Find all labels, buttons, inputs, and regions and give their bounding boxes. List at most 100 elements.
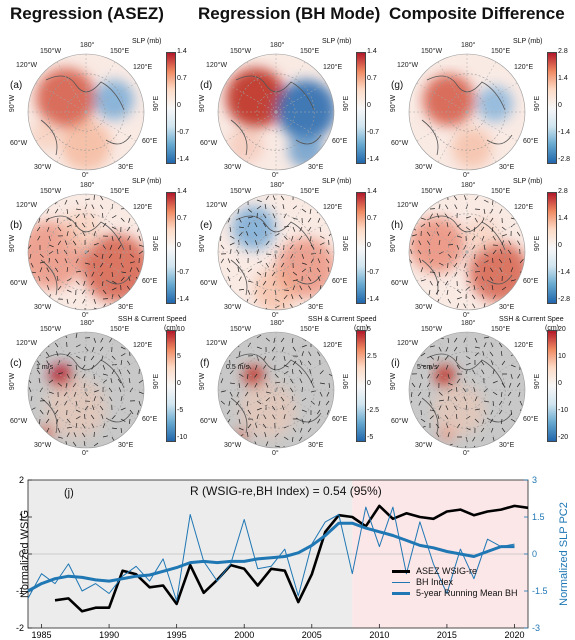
lon-label-150w: 150°W bbox=[230, 48, 252, 55]
lon-label-30w: 30°W bbox=[224, 164, 242, 171]
lon-label-60w: 60°W bbox=[10, 418, 28, 425]
lon-label-60e: 60°E bbox=[332, 138, 348, 145]
lon-label-60e: 60°E bbox=[332, 278, 348, 285]
lon-label-180: 180° bbox=[270, 42, 285, 49]
lon-label-120e: 120°E bbox=[514, 342, 534, 349]
colorbar-tick: -0.7 bbox=[177, 269, 190, 276]
colorbar-tick: 0 bbox=[367, 102, 371, 109]
lon-label-180: 180° bbox=[461, 182, 476, 189]
colorbar-tick: -5 bbox=[177, 407, 184, 414]
lon-label-120w: 120°W bbox=[16, 62, 38, 69]
lon-label-30w: 30°W bbox=[415, 164, 433, 171]
y-tick-label-right: 0 bbox=[532, 549, 537, 559]
colorbar-i bbox=[547, 330, 557, 442]
lon-label-90e: 90°E bbox=[534, 235, 542, 252]
reference-vector-label-f: 0.5 m/s bbox=[226, 364, 249, 371]
colorbar-tick: 0 bbox=[177, 242, 181, 249]
panel-label-g: (g) bbox=[391, 80, 404, 91]
colorbar-d bbox=[356, 52, 366, 164]
colorbar-tick: 1.4 bbox=[177, 48, 187, 55]
colorbar-tick: -1.4 bbox=[558, 269, 571, 276]
lon-label-150e: 150°E bbox=[110, 188, 130, 195]
lon-label-0: 0° bbox=[272, 312, 279, 319]
lon-label-120e: 120°E bbox=[323, 204, 343, 211]
polar-map-e bbox=[217, 193, 335, 311]
lon-label-0: 0° bbox=[463, 172, 470, 179]
lon-label-60e: 60°E bbox=[332, 416, 348, 423]
panel-label-b: (b) bbox=[10, 220, 23, 231]
legend-label-wsig: ASEZ WSIG-re bbox=[416, 566, 478, 576]
lon-label-150w: 150°W bbox=[230, 188, 252, 195]
lon-label-30w: 30°W bbox=[34, 304, 52, 311]
lon-label-90w: 90°W bbox=[9, 94, 17, 113]
map-panel-i: (i) 180° 150°W 150°E 120°W 120°E 90°W 90°E 60°W 6… bbox=[387, 316, 568, 458]
panel-label-a: (a) bbox=[10, 80, 23, 91]
lon-label-90e: 90°E bbox=[343, 373, 351, 390]
reference-vector-label-c: 1 m/s bbox=[36, 364, 54, 371]
lon-label-180: 180° bbox=[80, 182, 95, 189]
colorbar-tick: -10 bbox=[177, 434, 188, 441]
lon-label-150w: 150°W bbox=[421, 188, 443, 195]
lon-label-150w: 150°W bbox=[40, 326, 62, 333]
map-panel-c: (c) 180° 150°W 150°E 120°W 120°E 90°W 90°E 60°W 6… bbox=[6, 316, 188, 458]
lon-label-60e: 60°E bbox=[523, 416, 539, 423]
panel-label-e: (e) bbox=[200, 220, 213, 231]
colorbar-tick: -0.7 bbox=[367, 269, 380, 276]
legend-label-running: 5-year Running Mean BH bbox=[416, 588, 518, 598]
lon-label-120e: 120°E bbox=[133, 64, 153, 71]
lon-label-180: 180° bbox=[270, 320, 285, 327]
lon-label-60e: 60°E bbox=[142, 138, 158, 145]
panel-label-f: (f) bbox=[200, 358, 210, 369]
map-panel-h: (h) 180° 150°W 150°E 120°W 120°E 90°W 90°E 60°W 6… bbox=[387, 178, 571, 320]
colorbar-tick: 0.7 bbox=[177, 215, 187, 222]
lon-label-30e: 30°E bbox=[499, 442, 515, 449]
colorbar-c bbox=[166, 330, 176, 442]
series-line-bh-index bbox=[27, 506, 515, 602]
map-panel-b: (b) 180° 150°W 150°E 120°W 120°E 90°W 90°E 60°W 6… bbox=[6, 178, 190, 320]
colorbar-title-d: SLP (mb) bbox=[322, 38, 352, 45]
lon-label-150e: 150°E bbox=[110, 48, 130, 55]
colorbar-b bbox=[166, 192, 176, 304]
colorbar-tick: 0.7 bbox=[177, 75, 187, 82]
lon-label-90e: 90°E bbox=[343, 235, 351, 252]
lon-label-180: 180° bbox=[461, 42, 476, 49]
lon-label-150w: 150°W bbox=[421, 326, 443, 333]
colorbar-f bbox=[356, 330, 366, 442]
legend-item-wsig: ASEZ WSIG-re bbox=[392, 566, 518, 577]
colorbar-tick: 1.4 bbox=[367, 48, 377, 55]
lon-label-30w: 30°W bbox=[224, 304, 242, 311]
colorbar-tick: 0 bbox=[558, 102, 562, 109]
lon-label-120w: 120°W bbox=[397, 340, 419, 347]
lon-label-90w: 90°W bbox=[9, 234, 17, 253]
polar-map-c bbox=[27, 331, 145, 449]
lon-label-60w: 60°W bbox=[200, 280, 218, 287]
lon-label-30e: 30°E bbox=[308, 164, 324, 171]
colorbar-title-g: SLP (mb) bbox=[513, 38, 543, 45]
colorbar-tick: -0.7 bbox=[177, 129, 190, 136]
map-panel-d: (d) 180° 150°W 150°E 120°W 120°E 90°W 90°E 60°W 6… bbox=[196, 38, 379, 180]
y-tick-label-right: 3 bbox=[532, 475, 537, 485]
lon-label-150e: 150°E bbox=[300, 48, 320, 55]
lon-label-120w: 120°W bbox=[397, 62, 419, 69]
lon-label-60w: 60°W bbox=[10, 140, 28, 147]
colorbar-h bbox=[547, 192, 557, 304]
lon-label-0: 0° bbox=[82, 312, 89, 319]
colorbar-tick: 0.7 bbox=[367, 75, 377, 82]
lon-label-120w: 120°W bbox=[397, 202, 419, 209]
colorbar-tick: 10 bbox=[177, 326, 185, 333]
colorbar-tick: 0 bbox=[177, 380, 181, 387]
lon-label-180: 180° bbox=[270, 182, 285, 189]
lon-label-60w: 60°W bbox=[10, 280, 28, 287]
column-title-asez: Regression (ASEZ) bbox=[10, 4, 164, 23]
colorbar-g bbox=[547, 52, 557, 164]
lon-label-0: 0° bbox=[82, 172, 89, 179]
x-tick-label: 1995 bbox=[167, 630, 187, 640]
lon-label-90e: 90°E bbox=[153, 235, 161, 252]
lon-label-30e: 30°E bbox=[499, 164, 515, 171]
lon-label-0: 0° bbox=[463, 312, 470, 319]
series-line-wsig bbox=[54, 504, 529, 613]
polar-map-g bbox=[408, 53, 526, 171]
ylabel-right: Normalized SLP PC2 bbox=[558, 502, 570, 606]
lon-label-30e: 30°E bbox=[308, 304, 324, 311]
lon-label-30e: 30°E bbox=[118, 304, 134, 311]
